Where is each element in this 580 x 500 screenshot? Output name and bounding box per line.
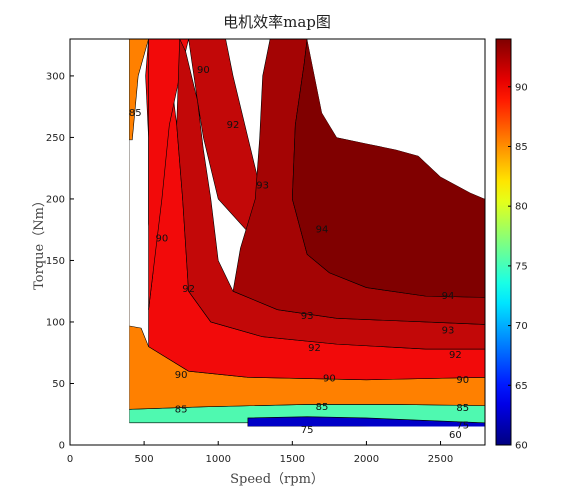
colorbar-tick-label: 65 bbox=[515, 381, 528, 392]
contour-label: 85 bbox=[175, 404, 188, 415]
y-tick-label: 150 bbox=[46, 256, 65, 267]
contour-label: 93 bbox=[301, 311, 314, 322]
plot-area bbox=[129, 39, 486, 427]
plot-frame bbox=[69, 38, 486, 446]
y-axis-label: Torque（Nm） bbox=[32, 194, 47, 290]
colorbar: 60 65 70 75 80 85 90 bbox=[495, 38, 528, 452]
contour-label: 60 bbox=[449, 430, 462, 441]
contour-label: 85 bbox=[456, 403, 469, 414]
x-tick-label: 2500 bbox=[428, 454, 453, 465]
x-tick-label: 1500 bbox=[280, 454, 305, 465]
contour-region-90 bbox=[148, 39, 189, 310]
contour-label: 94 bbox=[316, 225, 329, 236]
x-tick-label: 0 bbox=[67, 454, 73, 465]
colorbar-tick-label: 85 bbox=[515, 142, 528, 153]
colorbar-tick-label: 75 bbox=[515, 261, 528, 272]
colorbar-tick-label: 90 bbox=[515, 82, 528, 93]
colorbar-tick-label: 60 bbox=[515, 441, 528, 452]
y-axis: 0 50 100 150 200 250 300 bbox=[46, 71, 74, 452]
contour-label: 92 bbox=[182, 284, 195, 295]
y-tick-label: 250 bbox=[46, 133, 65, 144]
contour-region-85 bbox=[129, 39, 149, 141]
contour-label: 92 bbox=[227, 120, 240, 131]
contour-label: 94 bbox=[442, 291, 455, 302]
y-tick-label: 200 bbox=[46, 194, 65, 205]
y-tick-label: 100 bbox=[46, 317, 65, 328]
contour-label: 93 bbox=[442, 326, 455, 337]
y-tick-label: 300 bbox=[46, 71, 65, 82]
contour-label: 75 bbox=[456, 420, 469, 431]
contour-label: 93 bbox=[256, 180, 269, 191]
colorbar-gradient bbox=[495, 38, 512, 446]
contour-label: 90 bbox=[323, 374, 336, 385]
contour-region-94 bbox=[292, 39, 486, 298]
contour-label: 75 bbox=[301, 425, 314, 436]
contour-label: 90 bbox=[175, 370, 188, 381]
contour-label: 85 bbox=[129, 108, 142, 119]
colorbar-tick-label: 70 bbox=[515, 321, 528, 332]
contour-label: 90 bbox=[456, 375, 469, 386]
x-axis-label: Speed（rpm） bbox=[230, 472, 324, 487]
contour-label: 90 bbox=[156, 233, 169, 244]
colorbar-tick-label: 80 bbox=[515, 202, 528, 213]
contour-label: 92 bbox=[449, 350, 462, 361]
contour-label: 90 bbox=[197, 65, 210, 76]
chart-title: 电机效率map图 bbox=[223, 13, 331, 31]
x-tick-label: 2000 bbox=[354, 454, 379, 465]
x-axis: 0 500 1000 1500 2000 2500 bbox=[67, 441, 453, 465]
x-tick-label: 500 bbox=[135, 454, 154, 465]
contour-label: 85 bbox=[316, 402, 329, 413]
contour-label: 92 bbox=[308, 343, 321, 354]
x-tick-label: 1000 bbox=[205, 454, 230, 465]
y-tick-label: 0 bbox=[59, 441, 65, 452]
y-tick-label: 50 bbox=[52, 379, 65, 390]
